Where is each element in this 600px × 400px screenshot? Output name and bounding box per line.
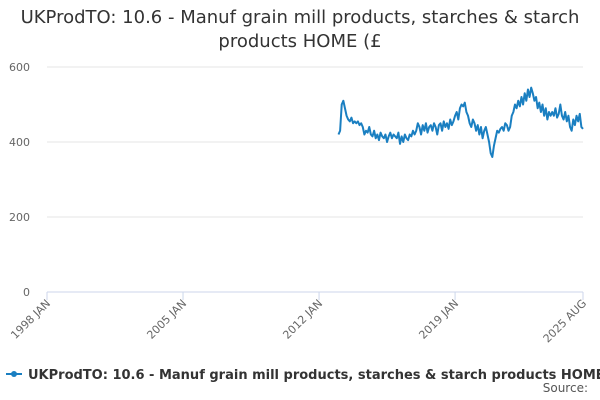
legend-marker [11,371,17,377]
x-tick-label: 2019 JAN [416,297,461,342]
x-tick-label: 2012 JAN [280,297,325,342]
source: Source: [543,381,588,395]
x-tick-label: 2025 AUG [541,297,590,346]
y-tick-label: 400 [9,136,30,149]
x-tick-label: 1998 JAN [8,297,53,342]
legend-label: UKProdTO: 10.6 - Manuf grain mill produc… [28,368,600,383]
y-tick-label: 600 [9,61,30,74]
x-tick-label: 2005 JAN [144,297,189,342]
chart-title: UKProdTO: 10.6 - Manuf grain mill produc… [20,7,580,52]
y-tick-label: 200 [9,211,30,224]
y-tick-label: 0 [23,286,30,299]
series-line [337,86,584,158]
